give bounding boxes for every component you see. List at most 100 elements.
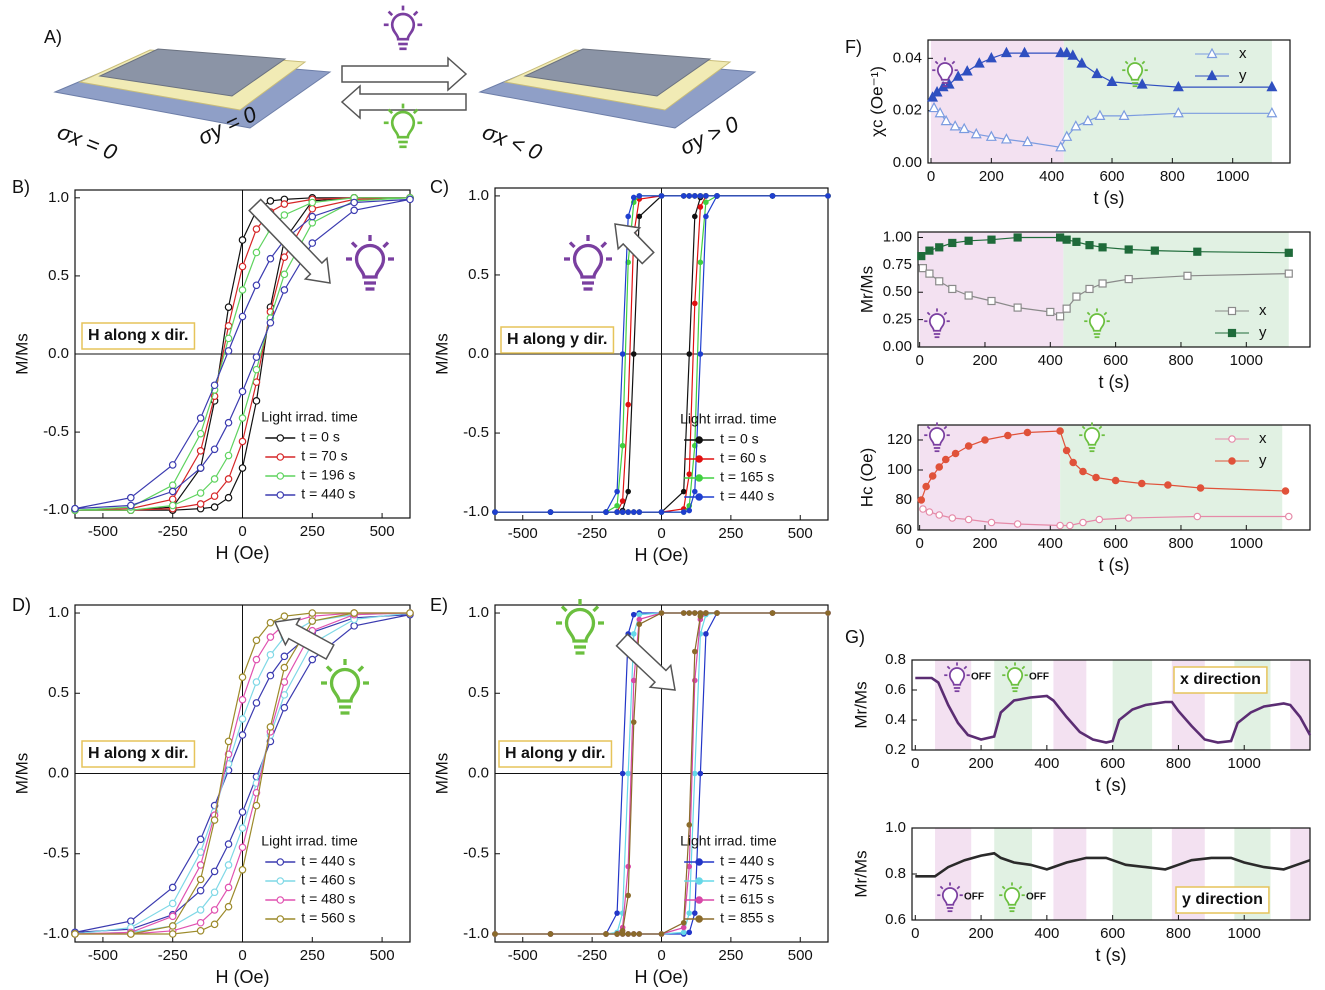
data-point xyxy=(239,415,245,421)
data-point xyxy=(687,823,691,827)
data-point xyxy=(1099,280,1106,287)
data-point xyxy=(548,932,552,936)
bulb-glass xyxy=(950,668,964,685)
legend-label: t = 165 s xyxy=(720,469,774,485)
data-point xyxy=(918,497,924,503)
data-point xyxy=(604,932,608,936)
data-point xyxy=(637,932,641,936)
panel-label: C) xyxy=(430,177,449,197)
y-tick-label: -1.0 xyxy=(463,503,489,520)
y-axis-label: χc (Oe⁻¹) xyxy=(867,66,886,137)
data-point xyxy=(253,700,259,706)
data-point xyxy=(1063,236,1070,243)
data-point xyxy=(637,194,641,198)
data-point xyxy=(170,931,176,937)
x-tick-label: 1000 xyxy=(1216,168,1249,185)
data-point xyxy=(943,456,949,462)
bulb-glass xyxy=(1085,428,1099,445)
data-point xyxy=(253,379,259,385)
data-point xyxy=(225,738,231,744)
data-point xyxy=(923,483,929,489)
data-point xyxy=(632,510,636,514)
data-point xyxy=(1070,459,1076,465)
data-point xyxy=(604,510,608,514)
data-point xyxy=(239,465,245,471)
data-point xyxy=(281,254,287,260)
bulb-glass xyxy=(332,670,359,702)
data-point xyxy=(693,771,697,775)
x-tick-label: 250 xyxy=(300,523,325,540)
data-point xyxy=(965,516,971,522)
annotation: H along y dir. xyxy=(507,331,607,348)
bulb-glass xyxy=(357,246,384,278)
data-point xyxy=(197,920,203,926)
data-point xyxy=(988,236,995,243)
data-point xyxy=(309,220,315,226)
data-point xyxy=(128,931,134,937)
data-point xyxy=(698,260,702,264)
data-point xyxy=(965,292,972,299)
data-point xyxy=(267,256,273,262)
x-tick-label: 250 xyxy=(718,947,743,964)
data-point xyxy=(1086,242,1093,249)
legend-label: x xyxy=(1259,430,1267,447)
x-tick-label: 400 xyxy=(1038,535,1063,552)
data-point xyxy=(693,214,697,218)
data-point xyxy=(693,194,697,198)
data-point xyxy=(965,237,972,244)
x-tick-label: 0 xyxy=(238,947,246,964)
data-point xyxy=(682,921,686,925)
data-point xyxy=(687,930,691,934)
x-tick-label: 0 xyxy=(915,352,923,369)
y-tick-label: 0.5 xyxy=(468,684,489,701)
legend-label: y xyxy=(1259,324,1267,341)
data-point xyxy=(1014,234,1021,241)
data-point xyxy=(620,499,624,503)
data-point xyxy=(1067,522,1073,528)
data-point xyxy=(197,836,203,842)
bulb-glass xyxy=(938,63,952,80)
y-tick-label: 0.2 xyxy=(885,741,906,758)
data-point xyxy=(930,473,936,479)
data-point xyxy=(211,817,217,823)
data-point xyxy=(1285,270,1292,277)
data-point xyxy=(1005,432,1011,438)
data-point xyxy=(698,771,702,775)
x-tick-label: 600 xyxy=(1100,168,1125,185)
data-point xyxy=(277,897,283,903)
data-point xyxy=(770,194,774,198)
x-tick-label: -500 xyxy=(88,947,118,964)
data-point xyxy=(351,623,357,629)
y-tick-label: 1.00 xyxy=(883,228,912,245)
data-point xyxy=(949,515,955,521)
y-tick-label: 80 xyxy=(895,491,912,508)
data-point xyxy=(620,510,624,514)
panel-label: F) xyxy=(845,37,862,57)
data-point xyxy=(239,313,245,319)
data-point xyxy=(253,226,259,232)
data-point xyxy=(128,502,134,508)
x-tick-label: 200 xyxy=(972,352,997,369)
data-point xyxy=(239,674,245,680)
legend-label: t = 855 s xyxy=(720,910,774,926)
data-point xyxy=(1229,308,1236,315)
y-tick-label: 0.25 xyxy=(883,311,912,328)
legend-label: t = 0 s xyxy=(301,429,340,445)
data-point xyxy=(170,502,176,508)
x-tick-label: 0 xyxy=(911,925,919,942)
y-tick-label: 0.02 xyxy=(893,102,922,119)
data-point xyxy=(1099,244,1106,251)
y-tick-label: 0.8 xyxy=(885,865,906,882)
y-tick-label: 0.0 xyxy=(468,345,489,362)
annotation: H along y dir. xyxy=(505,745,605,762)
y-tick-label: -1.0 xyxy=(463,925,489,942)
legend-label: x xyxy=(1239,45,1247,62)
data-point xyxy=(949,285,956,292)
data-point xyxy=(988,298,995,305)
annotation: y direction xyxy=(1182,891,1263,908)
bulb-glass xyxy=(1008,668,1022,685)
data-point xyxy=(1014,521,1020,527)
data-point xyxy=(197,907,203,913)
x-tick-label: 250 xyxy=(718,525,743,542)
data-point xyxy=(626,771,630,775)
